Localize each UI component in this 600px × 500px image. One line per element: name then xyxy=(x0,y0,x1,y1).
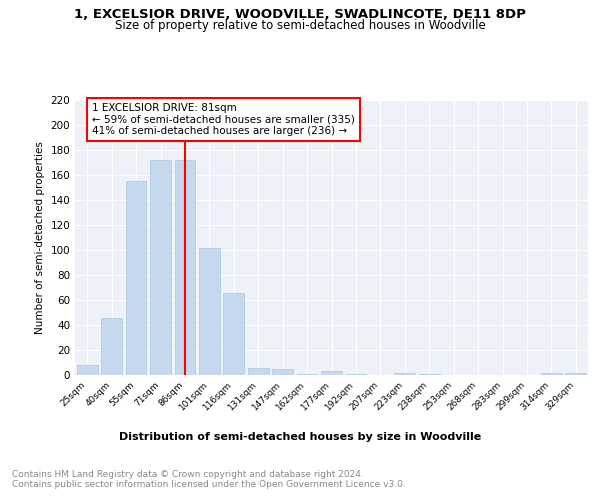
Text: Contains HM Land Registry data © Crown copyright and database right 2024.
Contai: Contains HM Land Registry data © Crown c… xyxy=(12,470,406,490)
Bar xyxy=(346,374,367,375)
Bar xyxy=(565,372,586,375)
Bar xyxy=(394,372,415,375)
Bar xyxy=(101,318,122,375)
Bar xyxy=(419,374,440,375)
Bar xyxy=(248,368,269,375)
Bar xyxy=(272,369,293,375)
Bar xyxy=(125,181,146,375)
Text: Distribution of semi-detached houses by size in Woodville: Distribution of semi-detached houses by … xyxy=(119,432,481,442)
Bar xyxy=(223,292,244,375)
Text: 1, EXCELSIOR DRIVE, WOODVILLE, SWADLINCOTE, DE11 8DP: 1, EXCELSIOR DRIVE, WOODVILLE, SWADLINCO… xyxy=(74,8,526,20)
Bar xyxy=(199,248,220,375)
Y-axis label: Number of semi-detached properties: Number of semi-detached properties xyxy=(35,141,45,334)
Bar xyxy=(296,374,317,375)
Bar xyxy=(321,371,342,375)
Bar xyxy=(541,372,562,375)
Bar xyxy=(77,365,98,375)
Bar xyxy=(150,160,171,375)
Bar xyxy=(175,160,196,375)
Text: 1 EXCELSIOR DRIVE: 81sqm
← 59% of semi-detached houses are smaller (335)
41% of : 1 EXCELSIOR DRIVE: 81sqm ← 59% of semi-d… xyxy=(92,103,355,136)
Text: Size of property relative to semi-detached houses in Woodville: Size of property relative to semi-detach… xyxy=(115,19,485,32)
